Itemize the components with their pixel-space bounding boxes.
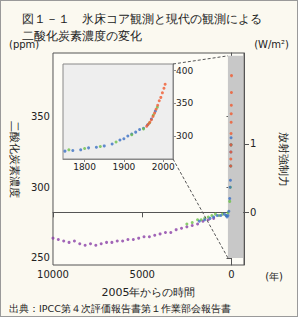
svg-text:250: 250 <box>31 252 50 263</box>
svg-text:(ppm): (ppm) <box>9 38 40 50</box>
svg-text:350: 350 <box>31 111 50 122</box>
svg-text:出典：IPCC第４次評価報告書第１作業部会報告書: 出典：IPCC第４次評価報告書第１作業部会報告書 <box>9 303 231 314</box>
svg-text:二酸化炭素濃度: 二酸化炭素濃度 <box>8 121 21 198</box>
svg-text:300: 300 <box>176 131 193 141</box>
svg-text:1: 1 <box>250 138 256 149</box>
svg-text:1900: 1900 <box>112 162 135 172</box>
svg-text:0: 0 <box>250 207 256 218</box>
svg-text:二酸化炭素濃度の変化: 二酸化炭素濃度の変化 <box>22 29 142 43</box>
svg-text:1800: 1800 <box>73 162 96 172</box>
svg-text:2005年からの時間: 2005年からの時間 <box>101 286 195 299</box>
svg-text:400: 400 <box>176 66 193 76</box>
svg-text:放射強制力: 放射強制力 <box>277 132 290 187</box>
svg-text:300: 300 <box>31 182 50 193</box>
svg-text:350: 350 <box>176 98 193 108</box>
svg-text:(年): (年) <box>265 271 283 282</box>
svg-text:10000: 10000 <box>37 269 69 280</box>
svg-text:2000: 2000 <box>152 162 175 172</box>
svg-text:5000: 5000 <box>130 269 155 280</box>
svg-text:図１－１ 氷床コア観測と現代の観測による: 図１－１ 氷床コア観測と現代の観測による <box>22 12 262 26</box>
svg-text:0: 0 <box>228 269 234 280</box>
svg-text:(W/m²): (W/m²) <box>254 39 289 50</box>
